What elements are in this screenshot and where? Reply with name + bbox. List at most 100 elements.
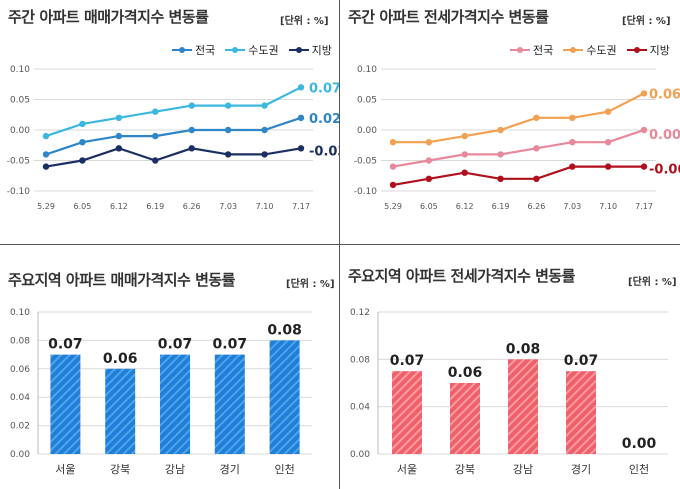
bar: [566, 371, 596, 454]
data-point: [297, 84, 305, 91]
data-point: [224, 151, 232, 158]
x-tick-label: 7.03: [219, 202, 237, 211]
data-point: [569, 114, 576, 122]
x-tick-label: 7.10: [599, 202, 617, 211]
bar-value-label: 0.07: [48, 337, 83, 353]
bar-value-label: 0.07: [390, 353, 425, 369]
data-point: [152, 108, 159, 115]
x-tick-label: 6.12: [456, 202, 474, 211]
bar-value-label: 0.07: [158, 337, 193, 353]
data-point: [425, 139, 433, 146]
x-tick-label: 6.26: [183, 202, 201, 211]
legend-label: 지방: [649, 44, 670, 57]
data-point: [604, 108, 612, 115]
y-tick-label: -0.05: [354, 157, 377, 167]
x-tick-label: 경기: [571, 463, 591, 476]
bar: [160, 354, 190, 454]
legend-swatch: [510, 47, 530, 53]
x-tick-label: 7.17: [635, 202, 653, 211]
legend-swatch: [626, 47, 647, 53]
data-point: [640, 163, 648, 170]
bar: [214, 354, 245, 454]
data-point: [79, 120, 86, 128]
legend-swatch: [172, 47, 192, 53]
end-value-label: -0.03: [309, 144, 346, 159]
legend-label: 수도권: [248, 44, 279, 57]
y-tick-label: 0.04: [350, 403, 370, 413]
y-tick-label: -0.10: [7, 187, 31, 197]
legend-swatch: [225, 47, 246, 53]
bar: [105, 368, 136, 454]
data-point: [152, 132, 159, 140]
y-tick-label: 0.02: [10, 422, 30, 432]
bar-value-label: 0.07: [213, 337, 248, 353]
bar: [450, 383, 480, 454]
x-tick-label: 5.29: [37, 202, 55, 211]
data-point: [115, 114, 123, 122]
x-tick-label: 경기: [220, 463, 240, 476]
unit-label: [단위 : %]: [622, 16, 671, 27]
data-point: [42, 151, 50, 158]
data-point: [297, 114, 305, 122]
chart-title: 주요지역 아파트 전세가격지수 변동률: [348, 267, 575, 285]
x-tick-label: 6.19: [146, 202, 164, 211]
x-tick-label: 강북: [455, 463, 475, 476]
x-tick-label: 6.12: [110, 202, 128, 211]
y-tick-label: 0.10: [10, 65, 30, 75]
line-chart-sale: 0.10 0.05 0.00 -0.05 -0.10 5.29 6.05 6.12 6.19 6.…: [7, 65, 347, 211]
bar-value-label: 0.07: [564, 353, 599, 369]
x-tick-label: 강남: [165, 463, 185, 476]
data-point: [497, 151, 504, 158]
data-point: [425, 175, 433, 182]
data-point: [640, 126, 648, 134]
y-tick-label: 0.10: [10, 308, 30, 318]
y-tick-label: 0.00: [10, 126, 30, 136]
y-tick-label: 0.05: [357, 96, 377, 106]
data-point: [425, 157, 433, 164]
x-tick-label: 6.05: [74, 202, 92, 211]
data-point: [224, 102, 232, 109]
series-line: [45, 147, 302, 168]
legend-swatch: [288, 47, 309, 53]
jeonse-price-region-panel: 주요지역 아파트 전세가격지수 변동률 [단위 : %] 0.12 0.08 0.0…: [340, 245, 680, 489]
bar: [508, 359, 538, 454]
bar-value-label: 0.06: [103, 351, 138, 367]
x-tick-label: 6.05: [420, 202, 438, 211]
data-point: [79, 139, 86, 146]
bar: [269, 340, 300, 454]
y-tick-label: 0.00: [10, 450, 30, 460]
end-value-label: 0.06: [649, 87, 680, 102]
data-point: [188, 102, 195, 109]
y-tick-label: -0.10: [354, 187, 378, 197]
bar-value-label: 0.08: [267, 322, 302, 338]
end-value-label: -0.06: [649, 163, 680, 178]
y-tick-label: 0.08: [10, 336, 30, 346]
bar-value-label: 0.08: [506, 341, 541, 357]
y-tick-label: 0.06: [10, 365, 30, 375]
legend-item: 수도권: [225, 42, 279, 58]
legend-item: 전국: [510, 42, 553, 58]
x-tick-label: 강북: [110, 463, 130, 476]
bar: [392, 371, 422, 454]
data-point: [569, 163, 576, 170]
x-tick-label: 서울: [397, 463, 417, 476]
line-chart-jeonse: 0.10 0.05 0.00 -0.05 -0.10 5.29 6.05 6.12 6.19 6.…: [354, 65, 680, 211]
data-point: [261, 151, 268, 158]
sale-price-region-panel: 주요지역 아파트 매매가격지수 변동률 [단위 : %] 0.10 0.08 0.0…: [0, 245, 339, 489]
y-tick-label: 0.08: [350, 355, 370, 365]
x-tick-label: 서울: [55, 463, 75, 476]
y-tick-label: 0.00: [357, 126, 377, 136]
chart-legend: 전국 수도권 지방: [510, 42, 670, 58]
x-tick-label: 강남: [513, 463, 533, 476]
data-point: [261, 102, 268, 109]
data-point: [115, 145, 123, 152]
data-point: [461, 169, 468, 176]
x-tick-label: 7.03: [563, 202, 581, 211]
series-line: [393, 92, 645, 144]
data-point: [640, 90, 648, 97]
y-tick-label: 0.10: [357, 65, 377, 75]
unit-label: [단위 : %]: [628, 277, 677, 288]
data-point: [297, 145, 305, 152]
chart-legend: 전국 수도권 지방: [172, 42, 332, 58]
end-value-label: 0.02: [309, 112, 341, 127]
